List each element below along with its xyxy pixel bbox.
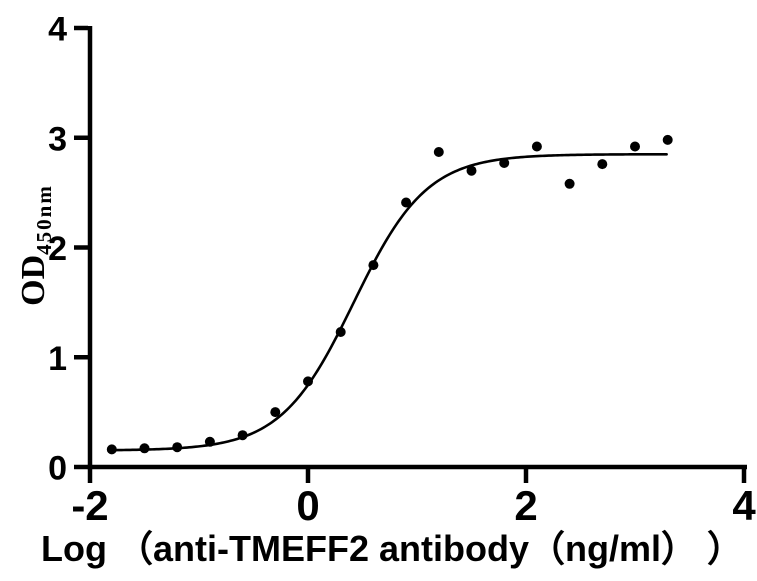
y-axis-title-main: OD (15, 255, 52, 306)
tick-marks (74, 25, 747, 483)
data-point (662, 134, 673, 145)
data-point (466, 165, 477, 176)
data-point (433, 147, 444, 157)
data-point (172, 442, 183, 453)
y-tick-label: 3 (48, 120, 67, 158)
y-tick-label: 1 (48, 340, 67, 378)
x-axis-title: Log （anti-TMEFF2 antibody（ng/ml） ） (41, 528, 743, 569)
y-axis-title: OD450nm (15, 184, 56, 306)
x-tick-label: 2 (514, 482, 537, 529)
data-point (139, 443, 150, 454)
data-point (204, 436, 215, 447)
y-axis-title-subscript: 450nm (32, 184, 56, 255)
data-point (597, 159, 608, 170)
data-point (564, 178, 575, 189)
data-point (270, 407, 281, 418)
data-point (368, 260, 379, 271)
y-tick-label: 2 (48, 230, 67, 268)
fit-curve-line (107, 152, 668, 452)
data-point (499, 158, 510, 168)
data-point (630, 141, 640, 152)
data-point (303, 376, 313, 387)
scatter-points (106, 134, 673, 455)
data-point (237, 430, 248, 441)
y-tick-label: 0 (48, 450, 67, 488)
data-point (401, 197, 412, 208)
x-tick-label: 4 (732, 482, 756, 529)
y-tick-label: 4 (48, 11, 67, 49)
axes (87, 26, 747, 470)
data-point (106, 444, 117, 455)
x-tick-label: 0 (296, 482, 319, 529)
data-point (335, 327, 346, 337)
data-point (531, 141, 542, 152)
x-tick-label: -2 (71, 482, 108, 529)
